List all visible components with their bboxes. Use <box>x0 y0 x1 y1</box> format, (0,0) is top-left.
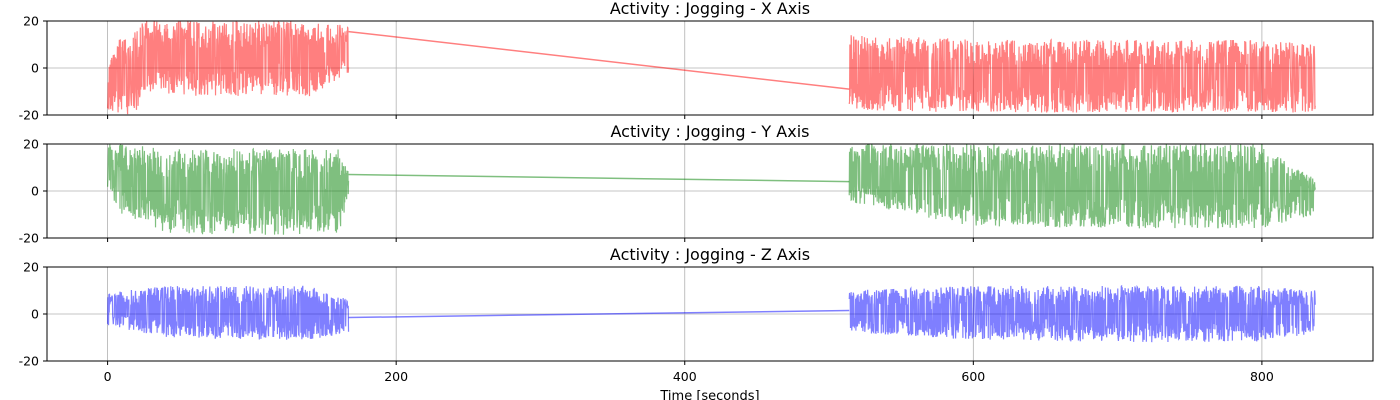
x-tick-label: 800 <box>1250 369 1274 384</box>
y-tick-label: 20 <box>23 260 39 275</box>
signal-segment-2 <box>848 35 1316 113</box>
y-tick-label: -20 <box>19 108 39 123</box>
x-tick-label: 0 <box>104 369 112 384</box>
signal-series <box>107 144 1316 235</box>
y-tick-label: 0 <box>31 61 39 76</box>
x-tick-label: 600 <box>961 369 985 384</box>
signal-segment-1 <box>107 144 350 235</box>
signal-segment-1 <box>107 285 350 340</box>
signal-segment-2 <box>848 144 1316 229</box>
chart-title: Activity : Jogging - Y Axis <box>611 122 810 141</box>
y-tick-label: 20 <box>23 14 39 29</box>
chart-title: Activity : Jogging - X Axis <box>610 0 810 18</box>
signal-series <box>107 21 1316 115</box>
signal-connector <box>348 173 850 183</box>
y-tick-label: 0 <box>31 184 39 199</box>
y-tick-label: -20 <box>19 231 39 246</box>
y-tick-label: -20 <box>19 354 39 369</box>
signal-series <box>107 284 1316 343</box>
signal-segment-2 <box>848 284 1316 343</box>
x-axis-label: Time [seconds] <box>659 389 759 400</box>
signal-connector <box>348 309 850 319</box>
x-tick-label: 200 <box>384 369 408 384</box>
signal-connector <box>348 30 850 90</box>
y-tick-label: 20 <box>23 137 39 152</box>
chart-panel-2: -20 0 20 Activity : Jogging - Y Axis <box>19 122 1374 246</box>
signal-segment-1 <box>107 21 350 115</box>
chart-title: Activity : Jogging - Z Axis <box>610 245 810 264</box>
chart-panel-1: -20 0 20 Activity : Jogging - X Axis <box>19 0 1374 123</box>
x-tick-label: 400 <box>673 369 697 384</box>
y-tick-label: 0 <box>31 307 39 322</box>
